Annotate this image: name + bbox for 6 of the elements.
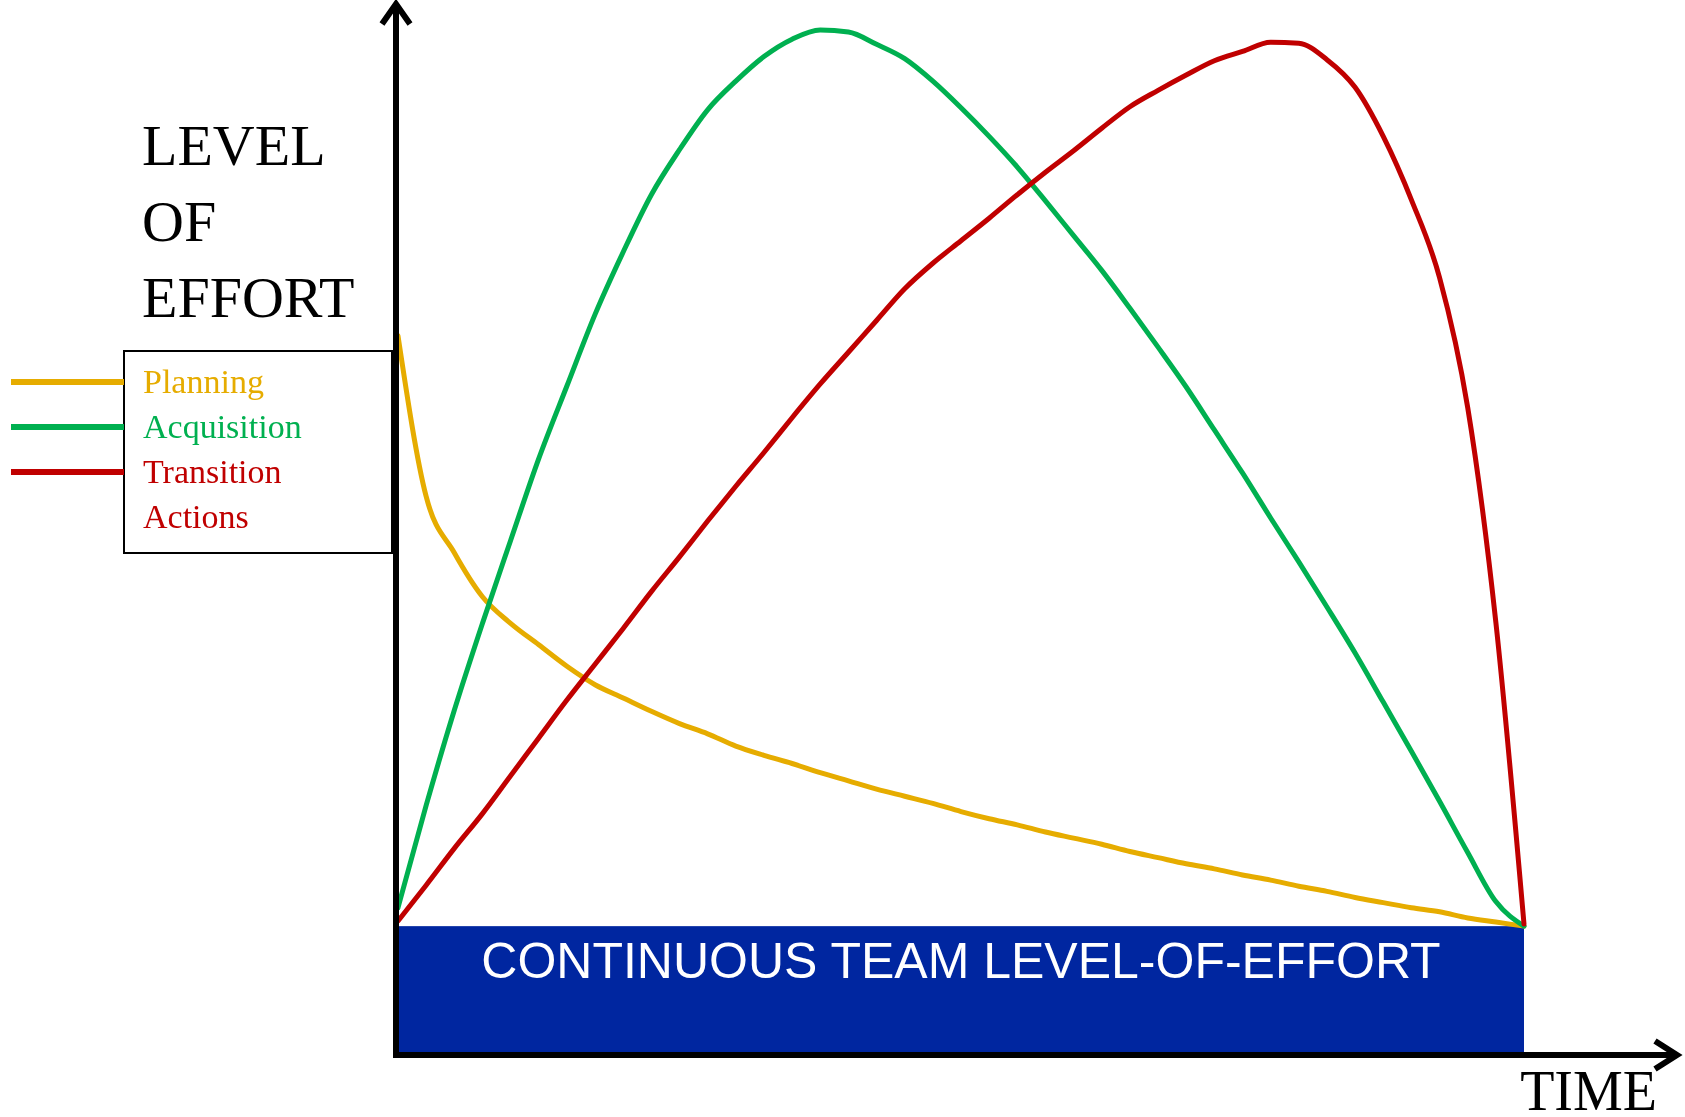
x-axis-title: TIME: [1520, 1060, 1657, 1117]
y-axis-title: LEVEL OF EFFORT: [142, 113, 355, 330]
legend-label: Transition Actions: [143, 453, 282, 535]
band-label: CONTINUOUS TEAM LEVEL-OF-EFFORT: [481, 933, 1441, 990]
legend-label: Acquisition: [143, 408, 302, 445]
legend-label: Planning: [143, 363, 264, 400]
